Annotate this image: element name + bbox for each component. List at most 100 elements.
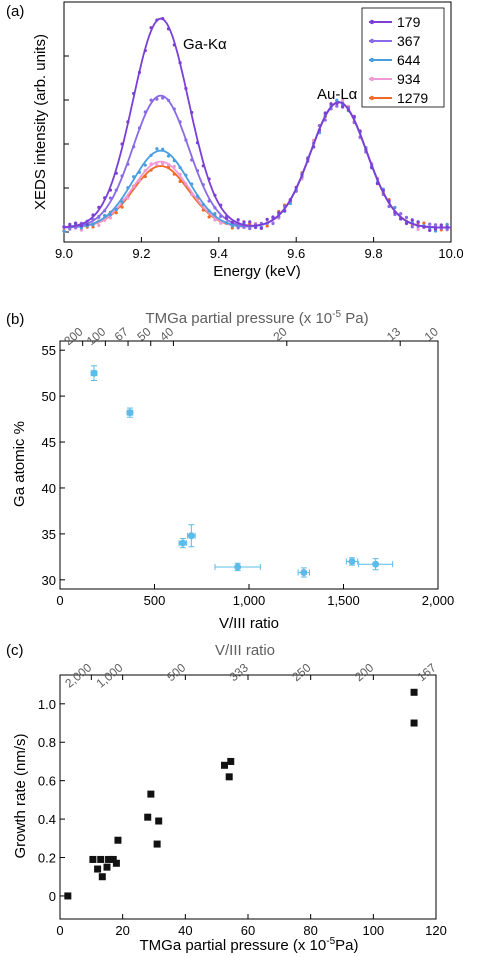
series-point-367 [213, 206, 217, 210]
data-point [155, 817, 163, 825]
series-point-934 [149, 162, 153, 166]
series-point-644 [393, 205, 397, 210]
series-point-367 [120, 174, 124, 178]
series-point-934 [137, 179, 142, 183]
series-point-934 [190, 193, 194, 197]
series-point-367 [190, 158, 194, 162]
series-point-179 [335, 101, 339, 105]
legend-label-644: 644 [397, 52, 421, 68]
series-point-179 [253, 225, 258, 230]
panel-c-label: (c) [6, 642, 24, 659]
series-point-367 [219, 214, 223, 219]
y-tick-label: 35 [42, 527, 56, 542]
series-point-644 [445, 222, 449, 226]
series-point-934 [178, 172, 182, 176]
series-point-1279 [422, 221, 426, 225]
series-point-179 [68, 222, 72, 226]
series-point-179 [265, 217, 269, 221]
top-tick-label: 200 [61, 324, 86, 348]
top-tick-label: 333 [227, 660, 252, 684]
top-tick-label: 167 [415, 660, 440, 684]
series-point-934 [166, 163, 171, 167]
series-point-179 [404, 221, 409, 226]
panel-a: (a) 9.0 9.2 9.4 9.6 9.8 10.0 Ga-Kα Au-Lα Ener… [6, 1, 464, 280]
series-point-179 [271, 215, 275, 219]
series-point-644 [190, 182, 194, 186]
data-point [90, 369, 98, 377]
data-point [187, 532, 195, 540]
x-tick-label: 9.0 [55, 246, 73, 261]
y-tick-label: 0.8 [38, 735, 56, 750]
data-point [64, 892, 72, 900]
series-point-367 [433, 223, 438, 227]
panel-b-frame [59, 340, 439, 590]
series-point-179 [79, 224, 84, 228]
series-point-179 [358, 129, 362, 133]
series-point-644 [91, 223, 95, 227]
series-point-367 [97, 214, 101, 219]
panel-b-ylabel: Ga atomic % [11, 421, 28, 507]
data-point [410, 719, 418, 727]
data-point [112, 859, 120, 867]
series-point-179 [149, 26, 153, 30]
data-point [98, 873, 106, 881]
panel-c-top-xlabel: V/III ratio [215, 642, 275, 659]
series-point-934 [108, 216, 113, 220]
series-point-644 [149, 153, 153, 157]
data-point [300, 568, 308, 576]
x-tick-label: 500 [144, 593, 166, 608]
series-point-179 [195, 141, 200, 145]
legend-label-934: 934 [397, 71, 421, 87]
legend-label-1279: 1279 [397, 90, 428, 106]
series-point-1279 [265, 224, 269, 228]
series-point-367 [195, 169, 200, 173]
series-point-179 [393, 210, 397, 214]
series-point-644 [132, 175, 136, 179]
series-point-179 [224, 216, 229, 220]
x-tick-label: 0 [56, 593, 63, 608]
series-point-367 [399, 212, 403, 216]
series-point-179 [294, 185, 298, 190]
series-point-644 [143, 163, 147, 167]
series-point-367 [428, 222, 432, 226]
top-tick-label: 100 [84, 324, 109, 348]
y-tick-label: 1.0 [38, 697, 56, 712]
series-point-179 [201, 164, 205, 168]
panel-c-frame [59, 674, 437, 920]
series-point-934 [126, 196, 130, 200]
series-point-644 [335, 98, 339, 102]
series-point-367 [137, 126, 142, 130]
series-point-644 [166, 154, 171, 158]
data-point [126, 409, 134, 417]
series-point-934 [79, 228, 84, 232]
legend-marker-179 [369, 19, 375, 25]
series-point-179 [352, 114, 356, 119]
series-point-179 [184, 86, 188, 91]
x-tick-label: 1,500 [327, 593, 360, 608]
x-tick-label: 20 [115, 923, 129, 938]
series-point-644 [201, 202, 205, 207]
series-point-644 [213, 212, 217, 216]
series-point-179 [120, 142, 124, 146]
data-point [144, 813, 152, 821]
legend-box [361, 7, 445, 108]
series-point-367 [68, 227, 72, 231]
panel-a-frame [63, 1, 452, 243]
series-point-1279 [120, 205, 124, 209]
series-point-367 [114, 188, 118, 192]
x-tick-label: 60 [241, 923, 255, 938]
series-point-934 [132, 185, 136, 189]
series-point-179 [172, 43, 176, 47]
series-point-179 [306, 157, 310, 161]
series-point-644 [224, 221, 229, 225]
panel-a-xlabel: Energy (keV) [213, 263, 301, 280]
data-point [372, 560, 380, 568]
series-point-367 [178, 120, 182, 124]
series-point-179 [103, 196, 107, 200]
series-point-367 [103, 209, 107, 213]
panel-b: (b) TMGa partial pressure (x 10-5 Pa) 0 5… [6, 309, 454, 632]
series-point-179 [346, 108, 351, 112]
series-point-1279 [166, 165, 171, 169]
top-tick-label: 200 [352, 660, 377, 684]
